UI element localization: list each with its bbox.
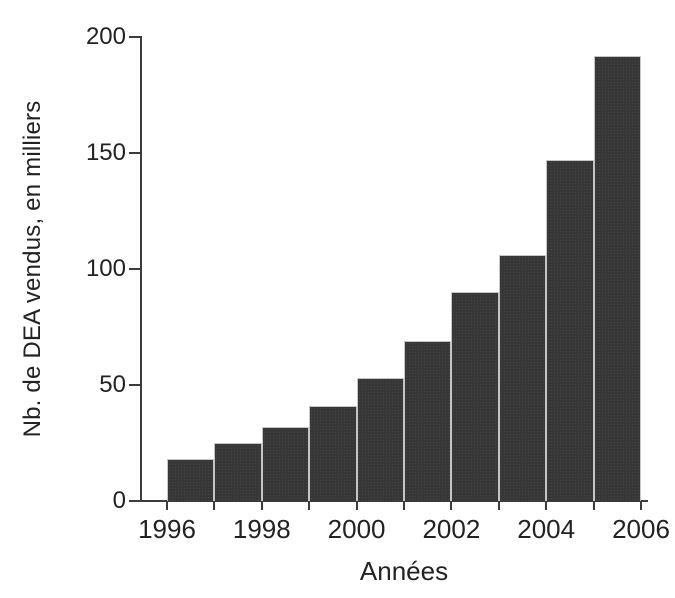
x-tick-2006 — [640, 501, 642, 510]
y-tick-0 — [129, 500, 141, 502]
y-tick-label-150: 150 — [85, 139, 126, 166]
bar-1998 — [261, 426, 310, 501]
x-tick-1996 — [166, 501, 168, 510]
y-tick-label-50: 50 — [99, 371, 126, 398]
x-tick-label-1998: 1998 — [232, 514, 291, 544]
x-tick-2000 — [355, 501, 358, 510]
x-tick-2001 — [403, 501, 405, 510]
bar-2003 — [498, 255, 547, 501]
bar-2005 — [593, 55, 641, 501]
x-tick-label-2004: 2004 — [517, 514, 576, 544]
bar-2001 — [404, 340, 452, 501]
y-tick-50 — [129, 384, 141, 386]
x-tick-2003 — [497, 501, 500, 510]
x-axis-line — [140, 500, 648, 502]
x-axis-title: Années — [359, 556, 449, 586]
y-tick-100 — [129, 268, 141, 270]
bar-1996 — [167, 459, 215, 501]
x-tick-1998 — [260, 501, 263, 510]
x-tick-1999 — [308, 501, 311, 510]
bars-container — [167, 37, 641, 501]
y-axis-title: Nb. de DEA vendus, en milliers — [19, 100, 46, 438]
x-tick-1997 — [213, 501, 216, 510]
bar-2004 — [546, 159, 594, 501]
bar-2002 — [451, 292, 499, 501]
x-tick-2005 — [592, 501, 595, 510]
bar-1997 — [214, 443, 262, 501]
y-tick-label-100: 100 — [85, 255, 126, 282]
y-tick-label-200: 200 — [85, 23, 126, 50]
y-tick-label-0: 0 — [112, 487, 126, 514]
bar-1999 — [309, 405, 357, 501]
y-axis-line — [140, 36, 142, 502]
x-tick-label-2002: 2002 — [422, 514, 481, 544]
y-tick-200 — [129, 36, 141, 38]
x-tick-2004 — [545, 501, 548, 510]
y-tick-150 — [129, 152, 141, 154]
bar-2000 — [356, 378, 404, 501]
x-tick-2002 — [450, 501, 453, 510]
x-tick-label-1996: 1996 — [138, 514, 196, 544]
x-tick-label-2006: 2006 — [612, 514, 670, 544]
x-tick-label-2000: 2000 — [327, 514, 386, 544]
